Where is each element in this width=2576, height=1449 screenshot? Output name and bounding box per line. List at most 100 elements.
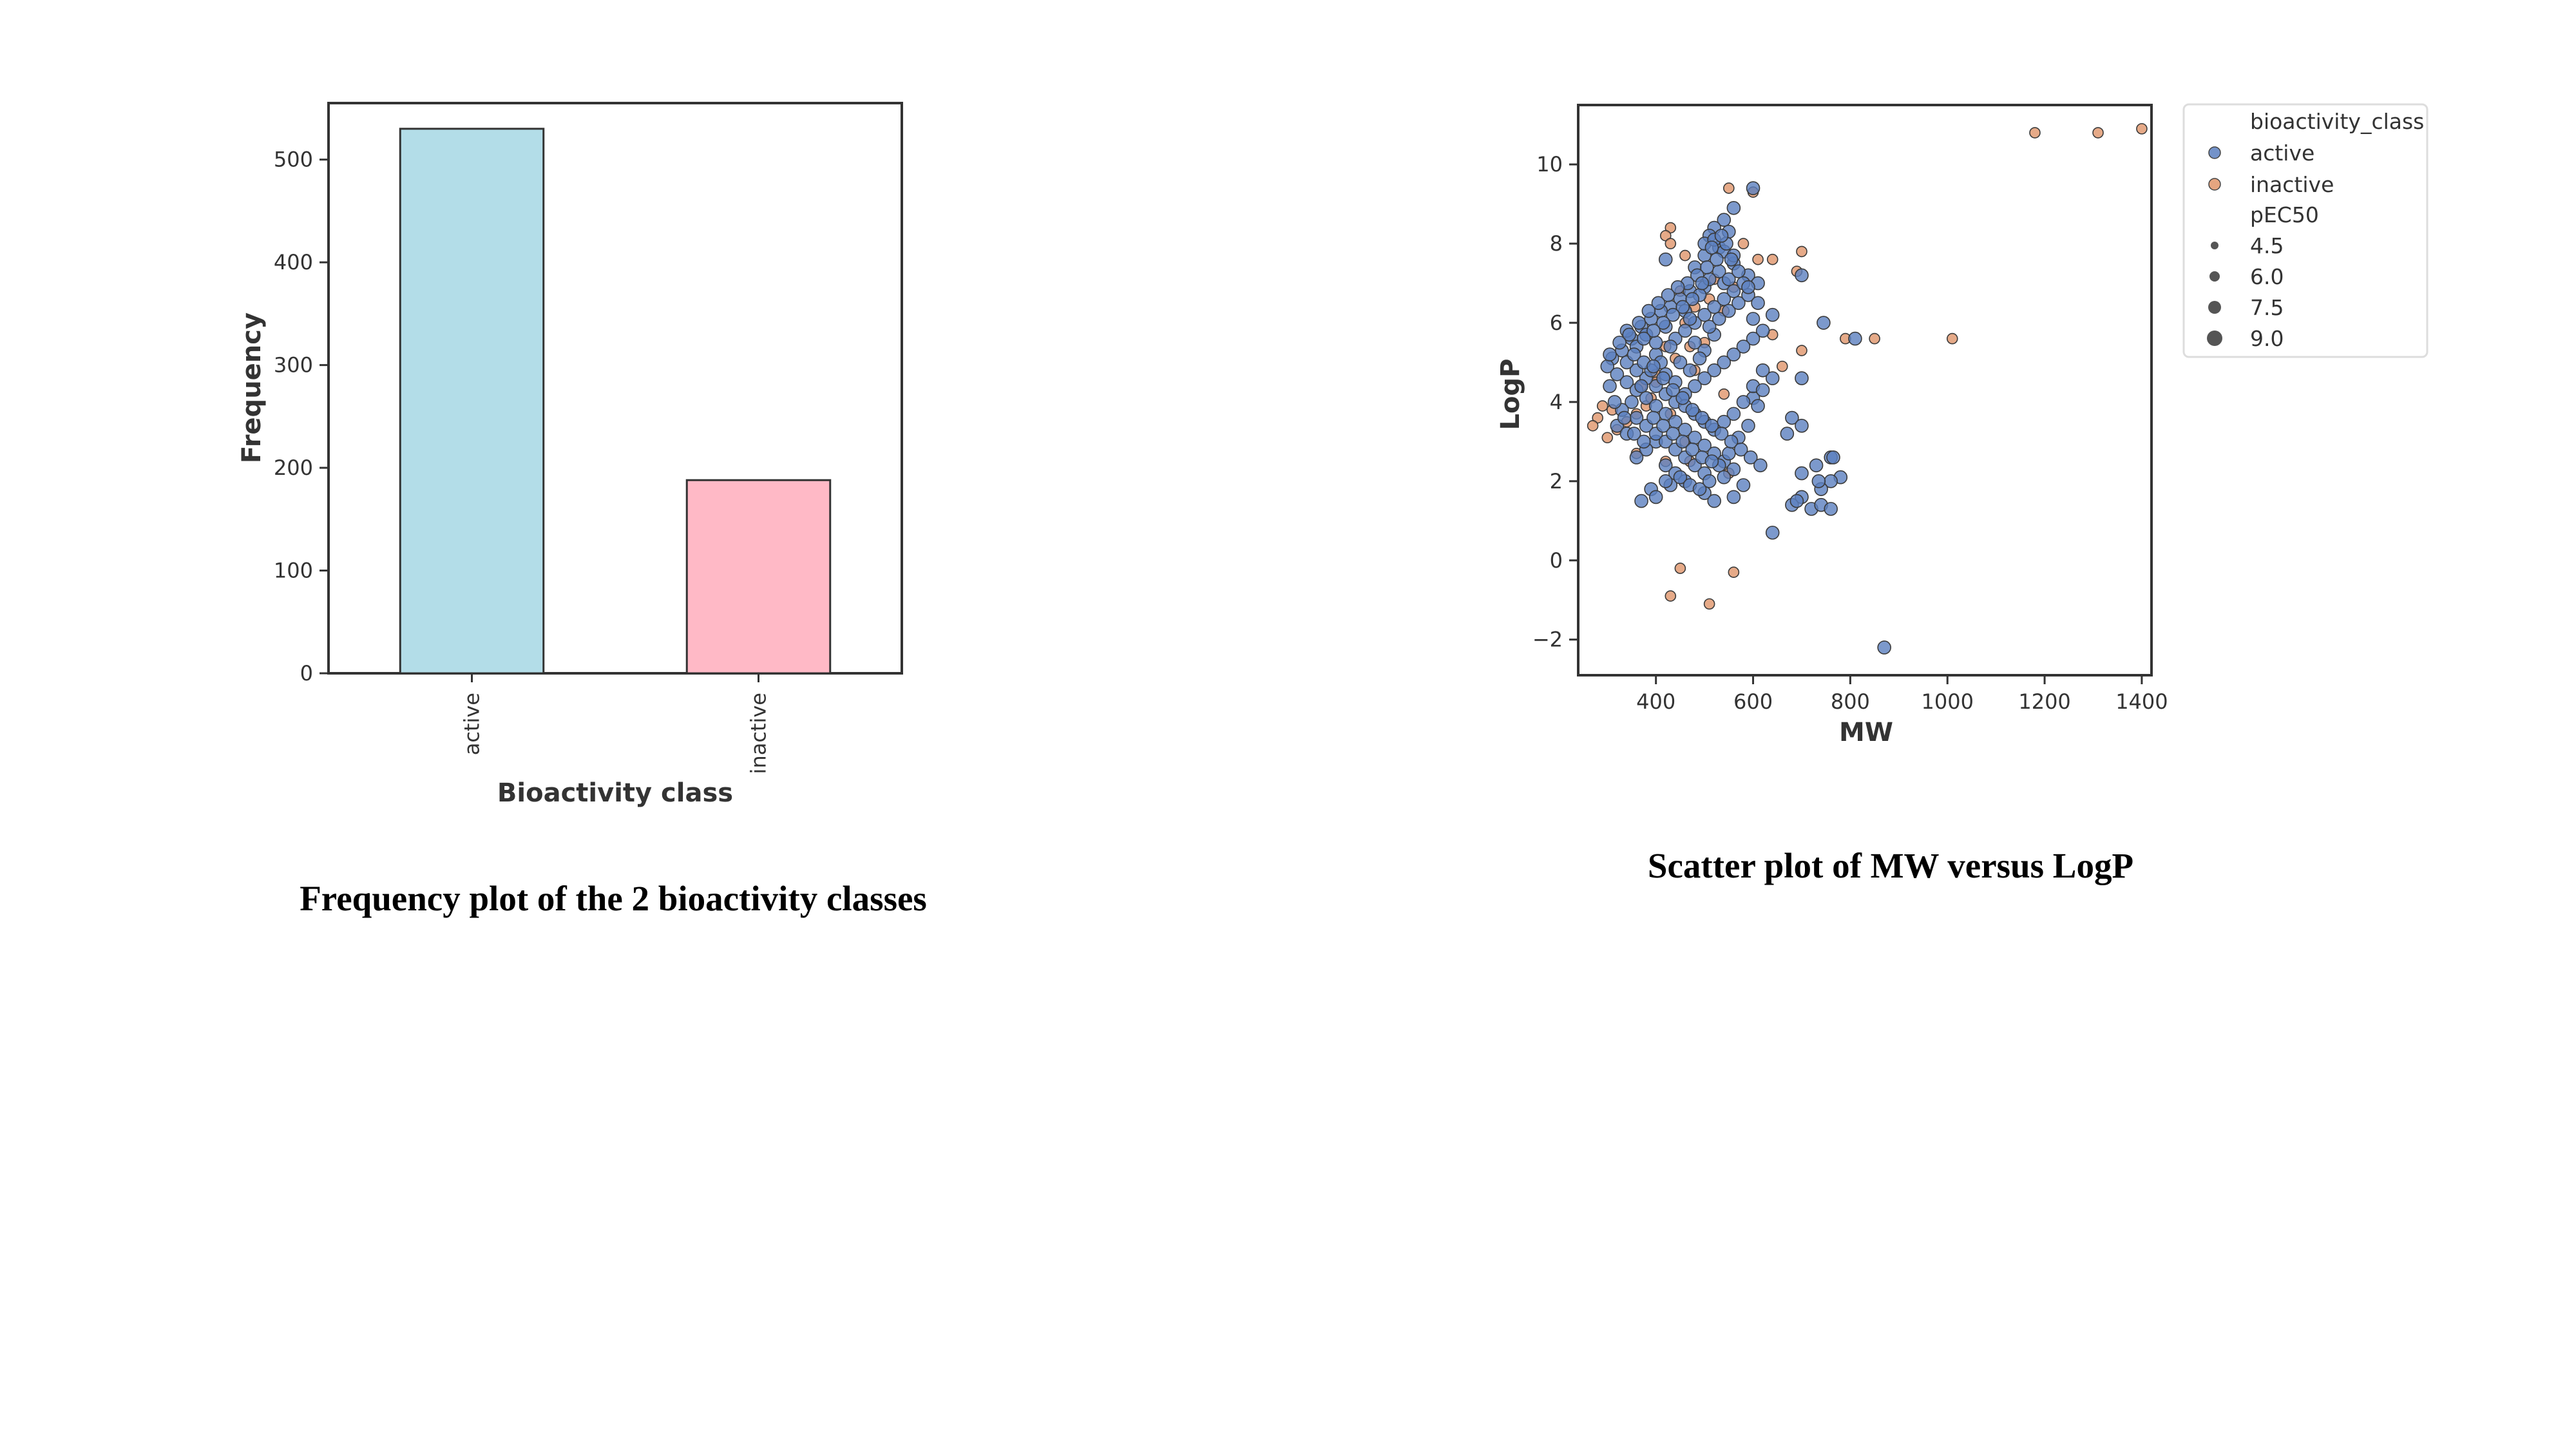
scatter-point-active <box>1632 316 1646 330</box>
legend-frame <box>2182 103 2428 358</box>
scatter-point-active <box>1755 383 1770 398</box>
scatter-x-tick-label: 400 <box>1636 689 1675 714</box>
legend-hue-title: bioactivity_class <box>2250 109 2424 134</box>
scatter-point-active <box>1755 363 1770 378</box>
legend-size-label-4: 9.0 <box>2250 326 2284 351</box>
scatter-x-tick-label: 1400 <box>2115 689 2168 714</box>
scatter-point-active <box>1789 494 1804 508</box>
scatter-y-tick-label: 4 <box>1550 390 1563 414</box>
scatter-point-active <box>1688 335 1702 350</box>
scatter-point-active <box>1622 327 1636 342</box>
scatter-point-active <box>1732 264 1746 278</box>
bar-series <box>399 128 832 675</box>
bar-chart: 0 100 200 300 400 500 active inactive Frequenc… <box>237 102 927 918</box>
scatter-point-inactive <box>1665 238 1677 249</box>
scatter-point-active <box>1726 200 1741 215</box>
bar-x-ticks: active inactive <box>460 673 771 774</box>
scatter-point-active <box>1746 312 1760 326</box>
scatter-point-active <box>1811 474 1826 488</box>
scatter-point-inactive <box>1796 245 1808 258</box>
scatter-point-inactive <box>1674 562 1686 574</box>
scatter-point-active <box>1707 363 1721 378</box>
legend-size-title: pEC50 <box>2250 202 2319 227</box>
scatter-x-ticks: 400 600 800 1000 1200 1400 <box>1636 675 2168 714</box>
scatter-point-active <box>1656 371 1670 385</box>
bar-x-axis-label: Bioactivity class <box>497 778 733 808</box>
scatter-point-active <box>1795 371 1809 385</box>
scatter-x-tick-label: 1000 <box>1922 689 1974 714</box>
scatter-y-tick-label: −2 <box>1532 628 1563 652</box>
scatter-point-active <box>1634 494 1648 508</box>
scatter-point-active <box>1634 379 1648 394</box>
scatter-point-active <box>1714 427 1729 441</box>
scatter-point-active <box>1809 458 1824 473</box>
bar-y-tick-label: 200 <box>274 456 313 480</box>
scatter-point-active <box>1612 335 1627 350</box>
scatter-point-active <box>1736 340 1751 354</box>
bar-x-tick-label: inactive <box>747 693 771 774</box>
scatter-point-active <box>1717 292 1732 306</box>
scatter-point-active <box>1697 307 1712 322</box>
scatter-point-active <box>1685 442 1700 457</box>
scatter-point-inactive <box>2029 127 2041 139</box>
scatter-point-active <box>1627 427 1641 441</box>
scatter-point-active <box>1724 434 1739 449</box>
scatter-point-active <box>1683 312 1697 326</box>
legend-size-label-1: 4.5 <box>2250 233 2284 258</box>
scatter-point-active <box>1765 525 1780 540</box>
scatter-point-active <box>1717 355 1732 370</box>
scatter-point-active <box>1675 390 1690 405</box>
scatter-point-active <box>1785 410 1799 425</box>
scatter-point-inactive <box>1752 253 1764 265</box>
scatter-point-inactive <box>1728 566 1740 579</box>
scatter-point-active <box>1673 355 1688 370</box>
scatter-point-active <box>1736 478 1751 492</box>
scatter-point-active <box>1702 474 1717 488</box>
legend-size-marker-3 <box>2208 301 2221 314</box>
scatter-point-active <box>1707 300 1721 314</box>
scatter-point-active <box>1688 379 1702 394</box>
bar-y-tick-label: 400 <box>274 250 313 274</box>
scatter-point-active <box>1795 466 1809 481</box>
scatter-point-active <box>1746 331 1760 346</box>
scatter-point-active <box>1707 494 1721 508</box>
scatter-x-axis-label: MW <box>1839 718 1893 747</box>
scatter-point-active <box>1817 316 1831 330</box>
scatter-point-inactive <box>1718 388 1730 400</box>
scatter-point-active <box>1670 280 1685 294</box>
scatter-point-active <box>1712 312 1726 326</box>
scatter-point-active <box>1658 458 1673 473</box>
scatter-point-inactive <box>1869 332 1880 345</box>
legend-size-label-2: 6.0 <box>2250 264 2284 289</box>
scatter-point-active <box>1726 284 1741 298</box>
scatter-point-active <box>1656 316 1670 330</box>
scatter-point-active <box>1722 446 1736 461</box>
scatter-point-active <box>1658 252 1673 267</box>
scatter-point-active <box>1641 303 1656 318</box>
legend-size-marker-1 <box>2211 242 2218 249</box>
legend-active-label: active <box>2250 140 2314 166</box>
legend-size-marker-2 <box>2209 271 2220 282</box>
scatter-point-active <box>1617 410 1632 425</box>
bar-x-tick-label: active <box>460 693 484 755</box>
scatter-point-active <box>1753 458 1768 473</box>
scatter-point-inactive <box>1703 598 1715 610</box>
scatter-plot-area <box>1577 104 2153 677</box>
scatter-point-active <box>1736 395 1751 409</box>
scatter-point-active <box>1627 347 1641 361</box>
scatter-point-active <box>1765 371 1780 385</box>
scatter-point-inactive <box>1946 332 1958 345</box>
scatter-points <box>1587 123 2148 655</box>
scatter-y-axis-label: LogP <box>1496 359 1525 430</box>
legend-inactive-label: inactive <box>2250 172 2334 197</box>
scatter-point-active <box>1704 454 1719 468</box>
scatter-point-active <box>1646 410 1661 425</box>
scatter-point-inactive <box>1601 432 1614 444</box>
scatter-point-inactive <box>1587 420 1599 432</box>
scatter-point-inactive <box>1737 238 1750 249</box>
scatter-point-active <box>1714 229 1729 243</box>
scatter-point-active <box>1751 296 1765 311</box>
scatter-point-active <box>1695 276 1710 291</box>
